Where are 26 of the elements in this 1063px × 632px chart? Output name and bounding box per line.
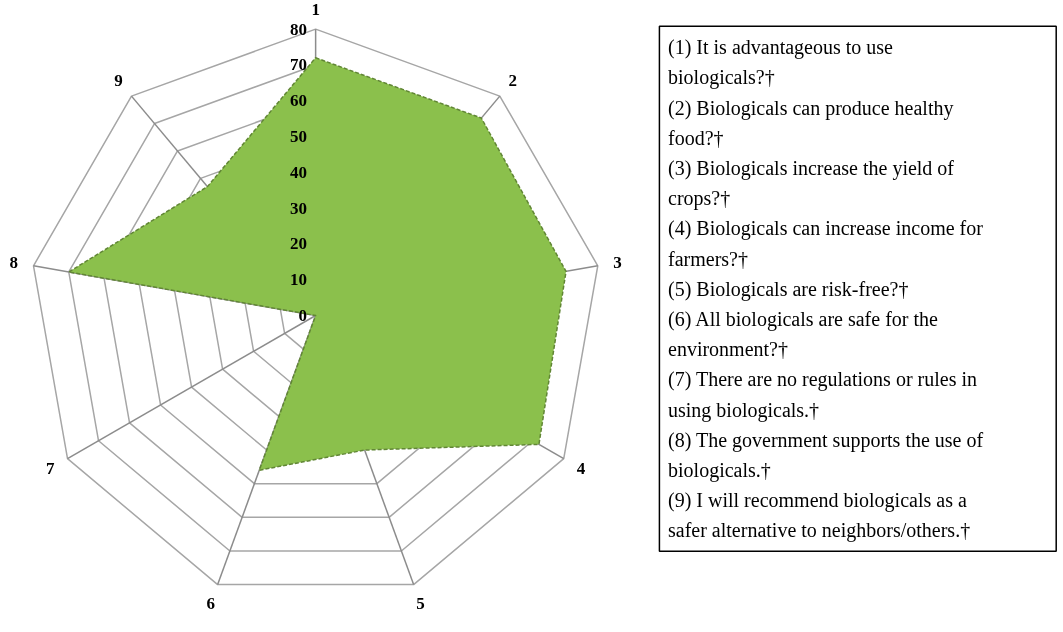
spoke-label: 6	[206, 593, 216, 613]
spoke-label: 9	[114, 71, 123, 91]
y-tick-label: 10	[290, 270, 308, 290]
y-tick-label: 20	[290, 234, 308, 254]
y-tick-label: 50	[290, 127, 308, 147]
spoke-label: 8	[9, 252, 18, 272]
y-tick-label: 60	[290, 91, 308, 111]
y-tick-label: 80	[290, 19, 308, 39]
spoke-label: 1	[311, 0, 320, 19]
y-tick-label: 40	[290, 162, 308, 182]
text: (3) Biologicals increase the yield of crops?†	[668, 156, 955, 211]
text: (7) There are no regulations or rules in using biologicals.†	[668, 368, 977, 422]
spoke-label: 5	[416, 593, 425, 613]
spoke-label: 2	[508, 71, 517, 91]
y-tick-label: 70	[290, 55, 308, 75]
spoke-label: 4	[576, 459, 586, 479]
spoke-label: 7	[45, 459, 55, 479]
y-tick-label: 30	[290, 198, 308, 218]
text: (9) I will recommend biologicals as a safer alternative to neighbors/others.†	[668, 489, 971, 543]
text: (6) All biologicals are safe for the environment?†	[668, 308, 939, 361]
spoke-label: 3	[613, 252, 622, 272]
text: (1) It is advantageous to use biologicals?†	[668, 36, 894, 90]
text: (4) Biologicals can increase income for farmers?†	[668, 217, 984, 270]
text: (8) The government supports the use of biologicals.†	[668, 428, 984, 483]
text: (2) Biologicals can produce healthy food?†	[668, 96, 954, 149]
text: (5) Biologicals are risk-free?†	[668, 277, 909, 301]
